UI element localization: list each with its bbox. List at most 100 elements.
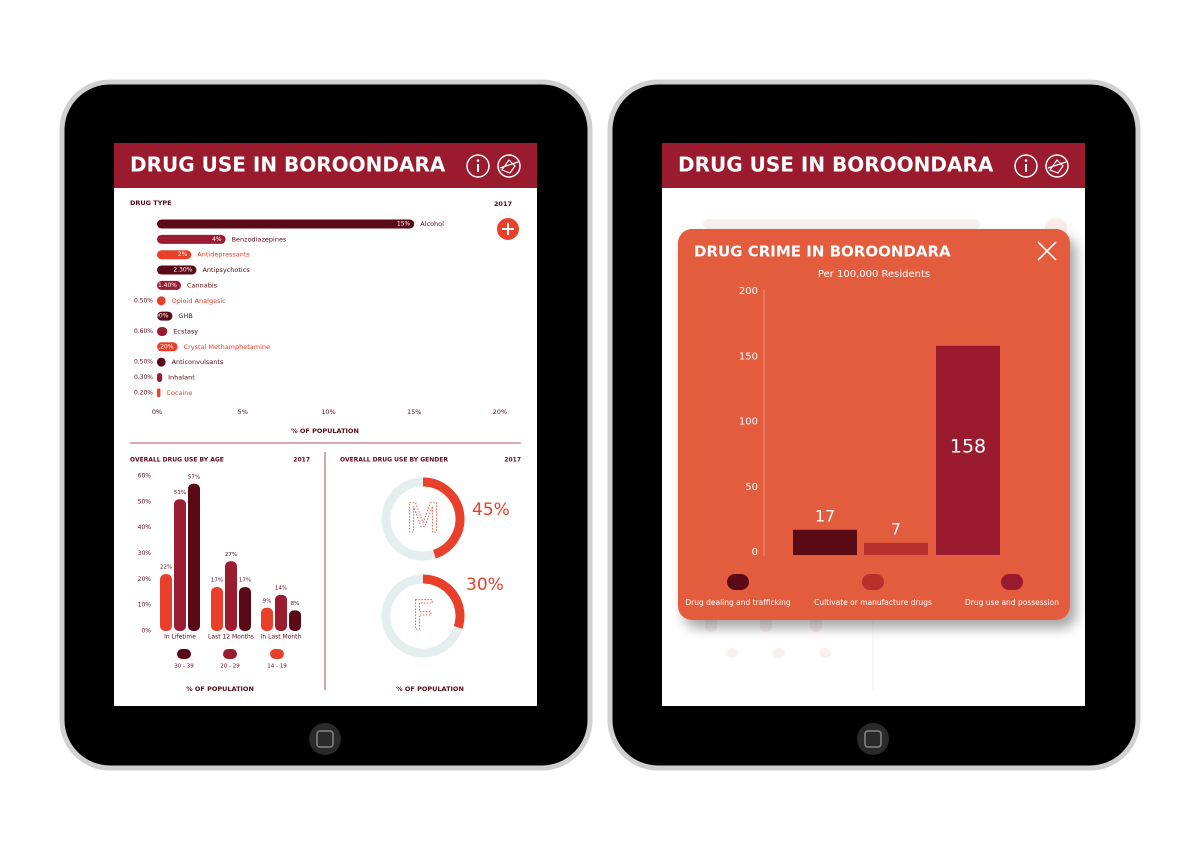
value-label: 9% [263, 598, 272, 604]
value-label: 0.30% [134, 374, 153, 381]
y-tick-label: 50 [745, 482, 758, 493]
title: DRUG USE IN BOROONDARA [130, 153, 446, 177]
value-label: 0.90% [149, 313, 168, 320]
bar [261, 607, 273, 631]
bar [793, 529, 857, 555]
info-icon[interactable] [466, 154, 490, 178]
donut-arc [422, 477, 465, 559]
value-label: 2% [178, 251, 188, 258]
x-tick-label: In Last Month [261, 634, 302, 641]
y-tick-label: 100 [739, 417, 758, 428]
year: 2017 [504, 457, 521, 464]
value-label: 30% [466, 575, 504, 595]
y-tick-label: 0% [141, 628, 151, 635]
category-label: Inhalant [168, 374, 195, 382]
donut-letter: M [406, 496, 441, 542]
category-label: Antipsychotics [202, 266, 250, 274]
y-tick-label: 20% [138, 576, 152, 583]
legend-swatch [1001, 574, 1023, 590]
value-label: 17% [239, 578, 251, 584]
legend-label: Drug dealing and trafficking [685, 598, 790, 607]
value-label: 1.40% [158, 282, 177, 289]
value-label: 51% [174, 490, 186, 496]
value-label: 45% [472, 500, 510, 520]
x-tick-label: Last 12 Months [208, 634, 254, 641]
legend-label: 30 - 39 [174, 664, 194, 670]
chart-title: OVERALL DRUG USE BY AGE [130, 457, 224, 464]
value-label: 0.60% [134, 328, 153, 335]
chart-title: OVERALL DRUG USE BY GENDER [340, 457, 448, 464]
category-label: Anticonvulsants [172, 358, 224, 366]
value-label: 27% [225, 552, 237, 558]
legend-swatch [727, 574, 749, 590]
category-label: Opioid Analgesic [172, 297, 227, 305]
category-label: GHB [178, 312, 192, 320]
x-tick-label: In Lifetime [164, 634, 196, 641]
value-label: 17% [211, 578, 223, 584]
year: 2017 [293, 457, 310, 464]
category-label: Alcohol [420, 220, 444, 228]
x-tick-label: 10% [321, 408, 335, 416]
x-tick-label: 15% [407, 408, 421, 416]
category-label: Cocaine [166, 389, 192, 397]
bar [936, 345, 1000, 555]
chart-title: DRUG TYPE [130, 199, 172, 207]
bar [239, 587, 251, 631]
x-axis-label: % OF POPULATION [186, 685, 254, 693]
x-tick-label: 20% [493, 408, 507, 416]
bar [157, 280, 182, 290]
value-label: 4% [212, 236, 222, 243]
bar [157, 250, 192, 260]
year: 2017 [494, 200, 512, 208]
x-axis-label: % OF POPULATION [291, 427, 359, 435]
value-label: 22% [160, 565, 172, 571]
help-icon[interactable] [1045, 154, 1069, 178]
donut-letter: F [411, 593, 434, 639]
help-icon[interactable] [497, 154, 521, 178]
value-label: 2.30% [173, 267, 192, 274]
y-tick-label: 200 [739, 286, 758, 297]
bar [157, 265, 197, 275]
bar [157, 296, 166, 306]
home-icon [316, 730, 334, 748]
y-tick-label: 40% [138, 524, 152, 531]
y-tick-label: 150 [739, 351, 758, 362]
add-button[interactable] [497, 218, 519, 240]
close-button[interactable] [1037, 241, 1057, 261]
bar [157, 388, 161, 398]
legend-label: Cultivate or manufacture drugs [814, 598, 932, 607]
home-button[interactable] [857, 723, 889, 755]
bar [157, 219, 415, 229]
category-label: Antidepressants [197, 251, 250, 259]
value-label: 8% [291, 601, 300, 607]
home-button[interactable] [309, 723, 341, 755]
legend-swatch [862, 574, 884, 590]
bar [157, 326, 168, 336]
legend-label: 20 - 29 [220, 664, 240, 670]
home-icon [864, 730, 882, 748]
value-label: 14% [275, 585, 287, 591]
value-label: 17 [815, 506, 835, 525]
title: DRUG USE IN BOROONDARA [678, 153, 994, 177]
bar [289, 610, 301, 631]
info-icon[interactable] [1014, 154, 1038, 178]
bar [225, 561, 237, 631]
value-label: 0.20% [134, 389, 153, 396]
value-label: 15% [397, 221, 411, 228]
legend-label: Drug use and possession [965, 598, 1059, 607]
category-label: Cannabis [187, 281, 218, 289]
bar [157, 234, 226, 244]
popup-title: DRUG CRIME IN BOROONDARA [694, 243, 951, 261]
value-label: 1.20% [155, 343, 174, 350]
legend-label: 14 - 19 [267, 664, 287, 670]
bar [157, 311, 173, 321]
bar [160, 574, 172, 631]
popup-subtitle: Per 100,000 Residents [818, 269, 930, 280]
bar [157, 342, 178, 352]
x-axis-label: % OF POPULATION [396, 685, 464, 693]
value-label: 57% [188, 474, 200, 480]
value-label: 0.50% [134, 359, 153, 366]
bar [188, 483, 200, 631]
value-label: 7 [891, 519, 901, 538]
